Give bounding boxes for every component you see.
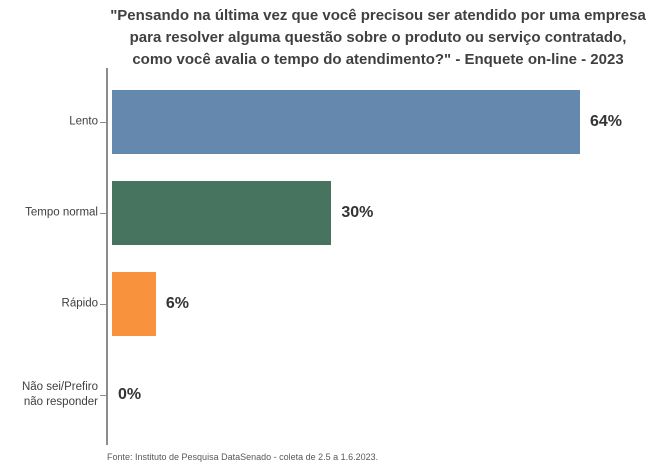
chart-title-line-3: como você avalia o tempo do atendimento?… [132, 51, 624, 68]
bar-row-tempo-normal: Tempo normal 30% [0, 181, 663, 245]
category-label-tempo-normal: Tempo normal [25, 206, 98, 219]
axis-tick [100, 395, 106, 396]
bar-rapido [112, 272, 156, 336]
category-label-rapido: Rápido [61, 297, 98, 310]
chart-title: "Pensando na última vez que você preciso… [97, 5, 659, 71]
chart-title-line-2: para resolver alguma questão sobre o pro… [129, 29, 627, 46]
category-label-lento: Lento [69, 115, 98, 128]
category-label-nao-sei: Não sei/Prefiro não responder [21, 381, 98, 408]
axis-tick [100, 213, 106, 214]
axis-tick [100, 122, 106, 123]
bar-row-nao-sei: Não sei/Prefiro não responder 0% [0, 363, 663, 427]
value-label-nao-sei: 0% [118, 386, 142, 403]
axis-tick [100, 304, 106, 305]
source-note: Fonte: Instituto de Pesquisa DataSenado … [107, 452, 379, 462]
bar-lento [112, 90, 580, 154]
bar-row-rapido: Rápido 6% [0, 272, 663, 336]
bar-tempo-normal [112, 181, 332, 245]
value-label-tempo-normal: 30% [341, 204, 374, 221]
y-axis-line [106, 68, 108, 445]
value-label-rapido: 6% [165, 295, 189, 312]
bar-row-lento: Lento 64% [0, 90, 663, 154]
value-label-lento: 64% [590, 113, 623, 130]
chart-title-line-1: "Pensando na última vez que você preciso… [110, 7, 646, 24]
